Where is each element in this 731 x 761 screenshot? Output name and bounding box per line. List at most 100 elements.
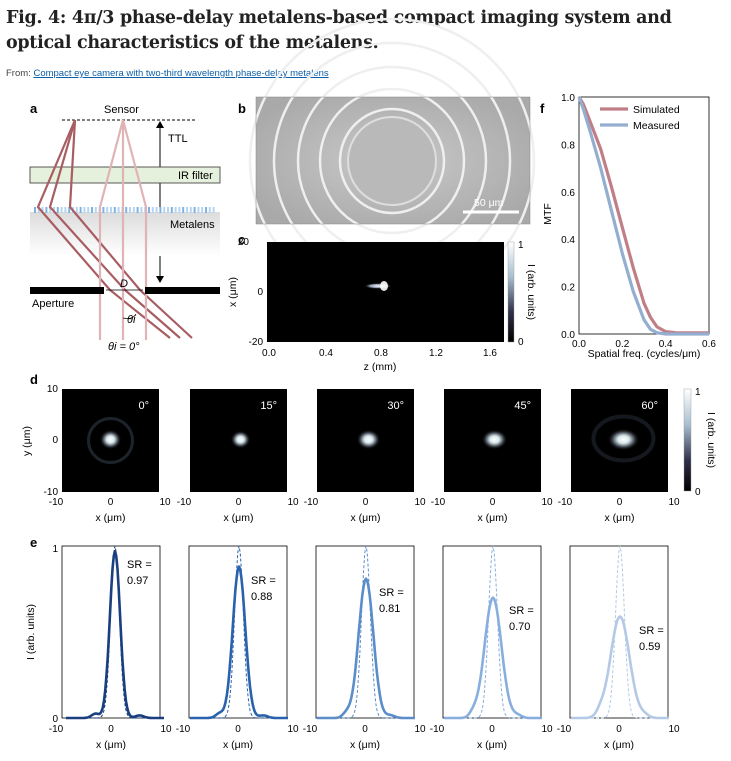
mtf-series-simulated <box>577 96 709 335</box>
d-xtick: -10 <box>49 497 64 508</box>
d-cbar-tick: 0 <box>695 487 701 498</box>
e-xlabel: x (μm) <box>96 739 126 751</box>
ideal-profile <box>317 545 415 719</box>
e-xtick: 10 <box>160 724 172 735</box>
panel-letter-a: a <box>30 101 38 116</box>
ir-filter-label: IR filter <box>178 170 213 182</box>
e-xtick: -10 <box>557 724 572 735</box>
c-ytick: -20 <box>249 337 264 348</box>
d-xtick: 0 <box>617 497 623 508</box>
sr-value: 0.97 <box>127 575 148 587</box>
d-xtick: 0 <box>108 497 114 508</box>
e-xtick: 0 <box>235 724 241 735</box>
nanopost <box>125 207 128 213</box>
e-xtick: -10 <box>49 724 64 735</box>
scale-bar-label: 50 μm <box>474 197 504 209</box>
mtf-xtick: 0.2 <box>615 339 629 350</box>
e-xtick: 10 <box>414 724 426 735</box>
sem-center-disk <box>347 116 437 206</box>
nanopost <box>94 207 97 213</box>
measured-profile <box>570 615 670 720</box>
aperture-left <box>30 287 104 294</box>
ideal-profile <box>66 545 164 719</box>
e-xlabel: x (μm) <box>350 739 380 751</box>
profile-axes <box>61 545 161 719</box>
d-xlabel: x (μm) <box>224 512 254 524</box>
legend-label: Measured <box>633 120 680 132</box>
nanopost <box>186 207 188 213</box>
c-colorbar <box>507 241 515 343</box>
mtf-series-measured <box>577 96 709 336</box>
ray <box>48 119 181 339</box>
mtf-ytick: 0.6 <box>561 188 575 199</box>
nanopost <box>178 207 181 213</box>
nanopost <box>110 207 112 213</box>
e-xtick: -10 <box>430 724 445 735</box>
d-xtick: 10 <box>287 497 299 508</box>
panel-letter-b: b <box>238 101 246 116</box>
e-ylabel: I (arb. units) <box>25 604 37 660</box>
angle-arc <box>122 313 137 319</box>
panel-letter-c: c <box>238 232 245 247</box>
d-xtick: 0 <box>490 497 496 508</box>
nanopost <box>193 207 196 213</box>
psf-ring <box>591 414 656 463</box>
source-line: From: Compact eye camera with two-third … <box>6 68 329 79</box>
ttl-arrowhead-bottom <box>156 276 164 283</box>
ray <box>98 119 125 340</box>
panel-e: e I (arb. units) 1 0 SR =0.97-10 0 10x (μm… <box>25 535 680 751</box>
sr-label: SR = <box>251 575 276 587</box>
c-ytick: 20 <box>238 237 250 248</box>
panel-letter-e: e <box>30 535 37 550</box>
e-xlabel: x (μm) <box>477 739 507 751</box>
nanopost <box>79 207 82 213</box>
e-xtick: 0 <box>616 724 622 735</box>
mtf-ytick: 0.2 <box>561 283 575 294</box>
nanopost <box>182 207 185 213</box>
d-cbar-tick: 1 <box>695 387 701 398</box>
aperture-label: Aperture <box>32 298 74 310</box>
d-xtick: -10 <box>177 497 192 508</box>
measured-profile <box>443 596 543 720</box>
focus-core <box>380 281 388 291</box>
d-ytick: 10 <box>47 384 59 395</box>
ray <box>36 119 171 339</box>
panel-f: f 1.0 0.8 0.6 0.4 0.2 0.00.0 0.2 0.4 0.6 Simulat… <box>540 93 716 360</box>
mtf-ytick: 1.0 <box>561 93 575 104</box>
metalens-label: Metalens <box>170 219 215 231</box>
sr-value: 0.81 <box>379 603 400 615</box>
e-xtick: -10 <box>303 724 318 735</box>
figure-title: Fig. 4: 4π/3 phase-delay metalens-based … <box>6 8 672 53</box>
mtf-ylabel: MTF <box>542 203 554 225</box>
nanopost <box>201 207 204 213</box>
sr-value: 0.70 <box>509 621 530 633</box>
d-xtick: 0 <box>363 497 369 508</box>
angle-label: 0° <box>138 400 149 412</box>
nanopost <box>91 207 93 213</box>
measured-profile <box>316 577 416 720</box>
nanopost <box>189 207 192 213</box>
c-cbar-label: I (arb. units) <box>525 264 537 320</box>
source-link[interactable]: Compact eye camera with two-third wavele… <box>33 68 329 79</box>
nanopost <box>129 207 131 213</box>
nanopost <box>197 207 200 213</box>
sr-label: SR = <box>379 587 404 599</box>
nanopost <box>113 207 116 213</box>
mtf-xtick: 0.4 <box>659 339 673 350</box>
nanopost <box>83 207 86 213</box>
ttl-label: TTL <box>168 133 188 145</box>
ray <box>68 119 193 339</box>
nanopost <box>140 207 143 213</box>
profile-axes <box>442 545 542 719</box>
c-xtick: 0.8 <box>374 348 388 359</box>
ttl-arrowhead-top <box>156 121 164 128</box>
mtf-axes <box>578 96 710 335</box>
angle-label: 45° <box>514 400 531 412</box>
e-xtick: 10 <box>668 724 680 735</box>
angle-label: 15° <box>260 400 277 412</box>
d-xlabel: x (μm) <box>605 512 635 524</box>
c-cbar-tick: 1 <box>518 240 524 251</box>
theta-zero-label: θi = 0° <box>108 341 140 353</box>
sr-label: SR = <box>127 559 152 571</box>
angle-label: 60° <box>641 400 658 412</box>
